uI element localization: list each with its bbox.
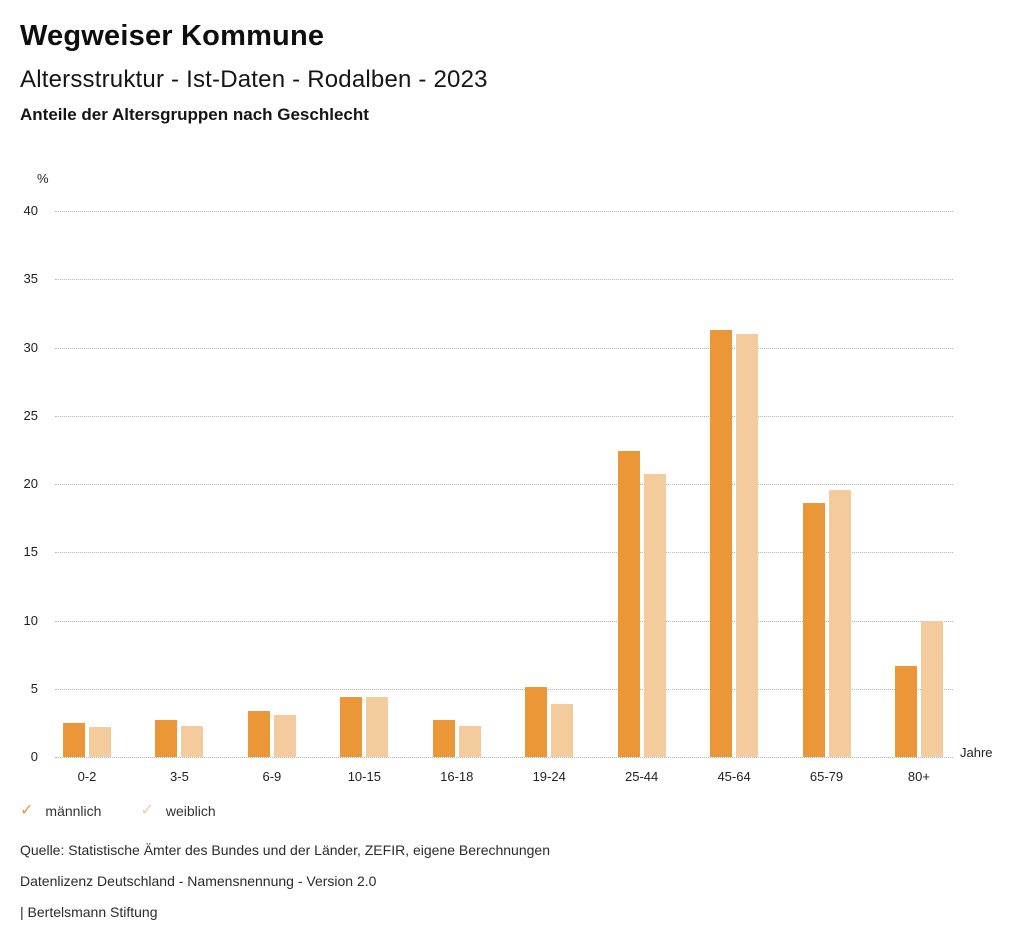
checkmark-icon: ✓ — [140, 802, 154, 819]
legend-label-weiblich: weiblich — [165, 803, 216, 819]
y-tick-label-0: 0 — [30, 749, 38, 764]
bar-männlich-80+[interactable] — [894, 665, 917, 757]
bar-group-80+: 80+ — [894, 620, 943, 784]
x-tick-label-10-15: 10-15 — [347, 769, 381, 784]
y-axis: 0 5 10 15 20 25 30 35 40 — [0, 203, 38, 764]
attribution-note: | Bertelsmann Stiftung — [20, 904, 158, 920]
bar-group-19-24: 19-24 — [525, 687, 574, 784]
footer: Quelle: Statistische Ämter des Bundes un… — [20, 843, 550, 936]
bar-weiblich-3-5[interactable] — [181, 725, 204, 757]
legend-label-maennlich: männlich — [45, 803, 102, 819]
bar-männlich-65-79[interactable] — [802, 503, 825, 757]
bar-weiblich-45-64[interactable] — [736, 333, 759, 757]
bar-weiblich-16-18[interactable] — [458, 725, 481, 757]
bar-weiblich-6-9[interactable] — [273, 714, 296, 757]
y-tick-label-15: 15 — [23, 544, 38, 560]
bar-weiblich-80+[interactable] — [920, 620, 943, 757]
bar-group-25-44: 25-44 — [617, 451, 666, 784]
bar-männlich-45-64[interactable] — [710, 329, 733, 757]
x-axis-unit-label: Jahre — [960, 745, 993, 760]
page-subtitle: Altersstruktur - Ist-Daten - Rodalben - … — [20, 66, 488, 93]
chart-heading: Anteile der Altersgruppen nach Geschlech… — [20, 105, 369, 124]
y-axis-unit-label: % — [37, 171, 49, 186]
legend: ✓ männlich ✓ weiblich — [20, 802, 216, 820]
bar-groups: 0-2 3-5 6-9 10-15 16-18 19-24 25-44 45-64 65-79 8… — [63, 211, 943, 784]
bar-group-65-79: 65-79 — [802, 489, 851, 784]
gridline-40 — [55, 211, 953, 212]
x-tick-label-6-9: 6-9 — [262, 769, 282, 784]
bar-weiblich-10-15[interactable] — [366, 696, 389, 757]
bar-group-3-5: 3-5 — [155, 720, 204, 784]
gridline-20 — [55, 484, 953, 485]
y-tick-label-20: 20 — [23, 476, 38, 491]
x-tick-label-80+: 80+ — [907, 769, 930, 784]
y-tick-label-25: 25 — [23, 407, 38, 423]
gridline-30 — [55, 347, 953, 349]
bar-weiblich-19-24[interactable] — [551, 703, 574, 757]
gridline-5 — [55, 688, 953, 690]
gridline-25 — [55, 415, 953, 417]
bar-männlich-0-2[interactable] — [63, 722, 85, 757]
bar-weiblich-0-2[interactable] — [89, 727, 111, 757]
bar-männlich-3-5[interactable] — [155, 720, 178, 757]
bar-männlich-10-15[interactable] — [340, 696, 363, 757]
license-note: Datenlizenz Deutschland - Namensnennung … — [20, 873, 377, 889]
page-title: Wegweiser Kommune — [20, 20, 325, 52]
legend-item-maennlich[interactable]: ✓ männlich — [20, 802, 101, 820]
bar-männlich-16-18[interactable] — [432, 720, 455, 757]
x-tick-label-65-79: 65-79 — [809, 769, 844, 784]
plot-area: 0-2 3-5 6-9 10-15 16-18 19-24 25-44 45-64 65-79 8… — [55, 211, 953, 784]
bar-group-6-9: 6-9 — [247, 710, 296, 784]
source-note: Quelle: Statistische Ämter des Bundes un… — [20, 842, 550, 858]
x-tick-label-45-64: 45-64 — [717, 769, 751, 784]
gridline-15 — [55, 552, 953, 554]
x-tick-label-25-44: 25-44 — [625, 769, 659, 784]
checkmark-icon: ✓ — [20, 802, 34, 819]
bar-group-10-15: 10-15 — [340, 696, 389, 784]
x-tick-label-19-24: 19-24 — [532, 769, 566, 784]
bar-männlich-6-9[interactable] — [247, 710, 270, 757]
y-tick-label-30: 30 — [23, 339, 38, 355]
y-tick-label-40: 40 — [23, 203, 38, 218]
y-tick-label-10: 10 — [23, 612, 38, 628]
bar-group-16-18: 16-18 — [432, 720, 481, 784]
y-tick-label-35: 35 — [23, 271, 38, 287]
bar-weiblich-65-79[interactable] — [828, 489, 851, 757]
x-tick-label-3-5: 3-5 — [170, 769, 189, 784]
gridline-10 — [55, 620, 953, 622]
bar-weiblich-25-44[interactable] — [643, 474, 666, 757]
legend-item-weiblich[interactable]: ✓ weiblich — [140, 802, 215, 820]
bar-group-0-2: 0-2 — [63, 722, 111, 784]
y-tick-label-5: 5 — [30, 680, 38, 696]
gridline-0 — [55, 757, 953, 758]
x-tick-label-16-18: 16-18 — [440, 769, 474, 784]
bar-männlich-25-44[interactable] — [617, 451, 640, 757]
bar-männlich-19-24[interactable] — [525, 687, 548, 757]
gridline-35 — [55, 279, 953, 281]
x-tick-label-0-2: 0-2 — [77, 769, 97, 784]
bar-group-45-64: 45-64 — [710, 329, 759, 784]
